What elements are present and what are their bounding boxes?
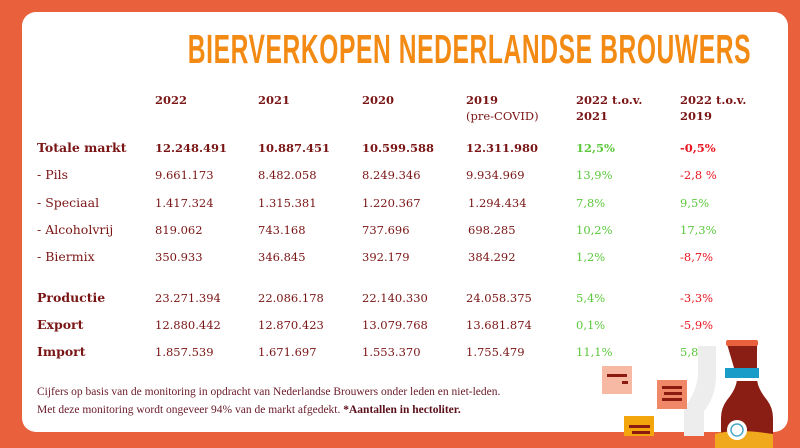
column-header: 2022 bbox=[155, 92, 187, 108]
table-cell: 22.140.330 bbox=[362, 291, 428, 305]
column-header-label: 2021 bbox=[258, 93, 291, 107]
table-cell: 1.315.381 bbox=[258, 196, 317, 210]
table-cell: 8.249.346 bbox=[362, 168, 421, 182]
table-cell: 23.271.394 bbox=[155, 291, 221, 305]
row-label: - Biermix bbox=[37, 249, 95, 264]
change-percentage: 1,2% bbox=[576, 250, 606, 264]
change-percentage: 7,8% bbox=[576, 196, 606, 210]
change-percentage: -2,8 % bbox=[680, 168, 717, 182]
column-header-sub: 2021 bbox=[576, 109, 609, 123]
change-percentage: 10,2% bbox=[576, 223, 613, 237]
change-percentage: -8,7% bbox=[680, 250, 714, 264]
table-cell: 24.058.375 bbox=[466, 291, 532, 305]
change-percentage: 5,4% bbox=[576, 291, 606, 305]
row-label: - Speciaal bbox=[37, 195, 100, 210]
table-cell: 9.934.969 bbox=[466, 168, 525, 182]
change-percentage: 17,3% bbox=[680, 223, 717, 237]
table-cell: 12.870.423 bbox=[258, 318, 324, 332]
footnote-unit-note: *Aantallen in hectoliter. bbox=[343, 404, 461, 416]
row-label: Export bbox=[37, 317, 84, 332]
column-header: 2022 t.o.v. 2019 bbox=[680, 92, 746, 124]
column-header-sub: 2019 bbox=[680, 109, 713, 123]
table-cell: 10.887.451 bbox=[258, 141, 331, 155]
table-cell: 12.248.491 bbox=[155, 141, 228, 155]
change-percentage: 11,1% bbox=[576, 345, 613, 359]
table-cell: 1.857.539 bbox=[155, 345, 214, 359]
table-cell: 698.285 bbox=[468, 223, 516, 237]
footnote-text: Met deze monitoring wordt ongeveer 94% v… bbox=[37, 404, 341, 416]
column-header-label: 2022 t.o.v. bbox=[680, 93, 747, 107]
change-percentage: -5,9% bbox=[680, 318, 714, 332]
column-header: 2020 bbox=[362, 92, 394, 108]
bottle-shadow bbox=[684, 346, 716, 448]
change-percentage: -0,5% bbox=[680, 141, 716, 155]
row-label: Import bbox=[37, 344, 86, 359]
table-cell: 346.845 bbox=[258, 250, 306, 264]
change-percentage: 12,5% bbox=[576, 141, 615, 155]
table-cell: 12.880.442 bbox=[155, 318, 221, 332]
table-cell: 10.599.588 bbox=[362, 141, 435, 155]
row-label: - Pils bbox=[37, 167, 69, 182]
footnote-line-1: Cijfers op basis van de monitoring in op… bbox=[37, 386, 501, 398]
column-header-label: 2022 t.o.v. bbox=[576, 93, 643, 107]
table-cell: 1.671.697 bbox=[258, 345, 317, 359]
table-cell: 1.755.479 bbox=[466, 345, 525, 359]
table-cell: 1.417.324 bbox=[155, 196, 214, 210]
table-cell: 737.696 bbox=[362, 223, 410, 237]
table-cell: 392.179 bbox=[362, 250, 410, 264]
change-percentage: 13,9% bbox=[576, 168, 613, 182]
table-cell: 9.661.173 bbox=[155, 168, 214, 182]
beer-bottle-icon bbox=[590, 340, 800, 448]
change-percentage: 0,1% bbox=[576, 318, 606, 332]
table-cell: 384.292 bbox=[468, 250, 516, 264]
card bbox=[22, 12, 788, 432]
column-header: 2022 t.o.v. 2021 bbox=[576, 92, 642, 124]
table-cell: 819.062 bbox=[155, 223, 203, 237]
footnote-line-2: Met deze monitoring wordt ongeveer 94% v… bbox=[37, 404, 461, 416]
table-cell: 22.086.178 bbox=[258, 291, 324, 305]
note-icon bbox=[602, 366, 632, 394]
table-cell: 8.482.058 bbox=[258, 168, 317, 182]
table-cell: 350.933 bbox=[155, 250, 203, 264]
table-cell: 1.220.367 bbox=[362, 196, 421, 210]
change-percentage: 9,5% bbox=[680, 196, 710, 210]
row-label: Productie bbox=[37, 290, 106, 305]
column-header-label: 2022 bbox=[155, 93, 188, 107]
table-cell: 12.311.980 bbox=[466, 141, 539, 155]
table-cell: 1.553.370 bbox=[362, 345, 421, 359]
row-label: Totale markt bbox=[37, 140, 127, 155]
row-label: - Alcoholvrij bbox=[37, 222, 114, 237]
table-cell: 13.079.768 bbox=[362, 318, 428, 332]
column-header: 2019 (pre-COVID) bbox=[466, 92, 539, 124]
table-cell: 13.681.874 bbox=[466, 318, 532, 332]
table-cell: 743.168 bbox=[258, 223, 306, 237]
column-header-label: 2020 bbox=[362, 93, 395, 107]
change-percentage: -3,3% bbox=[680, 291, 714, 305]
table-cell: 1.294.434 bbox=[468, 196, 527, 210]
page-title-text: BIERVERKOPEN NEDERLANDSE BROUWERS bbox=[187, 26, 752, 72]
page-title: BIERVERKOPEN NEDERLANDSE BROUWERS bbox=[0, 26, 800, 73]
column-header-label: 2019 bbox=[466, 93, 499, 107]
column-header-sub: (pre-COVID) bbox=[466, 109, 539, 123]
column-header: 2021 bbox=[258, 92, 290, 108]
